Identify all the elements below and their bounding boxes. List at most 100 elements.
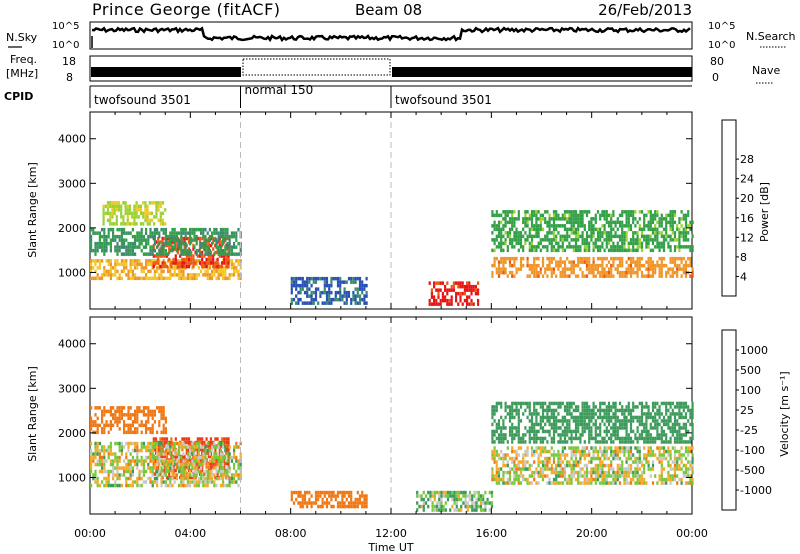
velocity-cell <box>570 449 573 454</box>
power-cell <box>135 201 138 205</box>
power-cell <box>610 245 613 249</box>
power-cell <box>336 290 340 295</box>
power-cell <box>90 245 93 249</box>
power-cell <box>178 231 181 235</box>
power-cell <box>126 204 129 209</box>
velocity-cell <box>147 406 150 410</box>
velocity-cell <box>493 449 496 454</box>
velocity-cell <box>140 423 143 428</box>
power-cell <box>358 297 362 302</box>
power-cell <box>526 263 529 268</box>
power-cell <box>157 254 160 258</box>
velocity-cell <box>101 416 104 421</box>
power-cell <box>539 224 542 228</box>
velocity-cell <box>627 456 630 461</box>
power-cell <box>101 248 104 253</box>
velocity-cell <box>127 416 130 421</box>
power-cell <box>290 290 293 295</box>
power-cell <box>667 245 670 249</box>
velocity-cell <box>125 476 128 481</box>
velocity-cell <box>625 467 628 471</box>
power-cell <box>162 248 165 253</box>
velocity-cell <box>107 483 110 488</box>
power-cell <box>356 290 359 295</box>
power-cell <box>583 241 586 246</box>
velocity-cell <box>618 456 622 461</box>
velocity-cell <box>530 422 534 427</box>
velocity-cell <box>202 452 205 456</box>
power-cell <box>212 257 215 262</box>
power-cell <box>645 267 648 271</box>
power-cell <box>548 217 551 221</box>
velocity-cell <box>544 456 547 461</box>
power-cell <box>502 210 505 214</box>
power-cell <box>530 234 534 239</box>
power-cell <box>226 231 229 235</box>
power-cell <box>134 276 137 281</box>
power-cell <box>310 297 313 302</box>
power-cell <box>175 238 178 242</box>
power-cell <box>583 224 586 228</box>
power-cell <box>605 213 608 218</box>
velocity-cell <box>665 419 668 423</box>
power-cell <box>599 274 602 278</box>
velocity-cell <box>114 413 117 417</box>
velocity-cell <box>601 467 604 471</box>
velocity-cell <box>201 437 204 441</box>
velocity-cell <box>570 474 573 478</box>
velocity-cell <box>592 470 595 475</box>
power-cell <box>548 263 551 268</box>
power-cell <box>627 245 630 249</box>
velocity-cell <box>147 476 150 481</box>
velocity-cell <box>530 481 534 485</box>
velocity-cell <box>136 476 139 481</box>
velocity-cell <box>572 453 575 457</box>
power-cell <box>506 248 509 253</box>
velocity-cell <box>610 446 613 450</box>
power-cell <box>228 245 231 249</box>
velocity-cell <box>550 463 553 468</box>
power-cell <box>98 262 101 267</box>
velocity-cell <box>182 480 185 484</box>
power-cell <box>290 301 293 305</box>
power-cell <box>186 276 189 281</box>
velocity-cell <box>643 426 646 430</box>
power-cell <box>616 263 619 268</box>
power-cell <box>500 231 503 235</box>
power-cell <box>158 241 161 246</box>
power-cell <box>96 273 99 277</box>
velocity-cell <box>151 409 154 414</box>
power-cell <box>678 241 681 246</box>
power-cell <box>596 227 600 232</box>
velocity-cell <box>213 459 216 463</box>
velocity-cell <box>660 436 663 441</box>
velocity-cell <box>101 430 104 435</box>
velocity-cell <box>625 408 628 413</box>
power-cell <box>552 248 556 253</box>
power-cell <box>546 267 549 271</box>
power-cell <box>131 276 134 281</box>
power-cell <box>572 270 575 275</box>
velocity-cell <box>149 452 152 456</box>
velocity-cell <box>495 467 498 471</box>
power-cell <box>568 220 571 225</box>
power-cell <box>186 273 189 277</box>
power-cell <box>596 245 600 249</box>
power-cell <box>153 231 156 235</box>
power-cell <box>145 273 148 277</box>
power-cell <box>495 234 498 239</box>
power-cell <box>129 276 132 281</box>
velocity-cell <box>634 456 637 461</box>
power-ylabel: Slant Range [km] <box>26 162 39 258</box>
power-cell <box>616 234 619 239</box>
power-cell <box>649 256 652 261</box>
power-cell <box>106 204 110 209</box>
velocity-cell <box>636 481 639 485</box>
velocity-cell <box>660 460 663 464</box>
power-cell <box>153 215 156 219</box>
velocity-cell <box>557 433 560 437</box>
velocity-cell <box>561 474 564 478</box>
velocity-cell <box>160 459 163 463</box>
power-cell <box>568 234 571 239</box>
